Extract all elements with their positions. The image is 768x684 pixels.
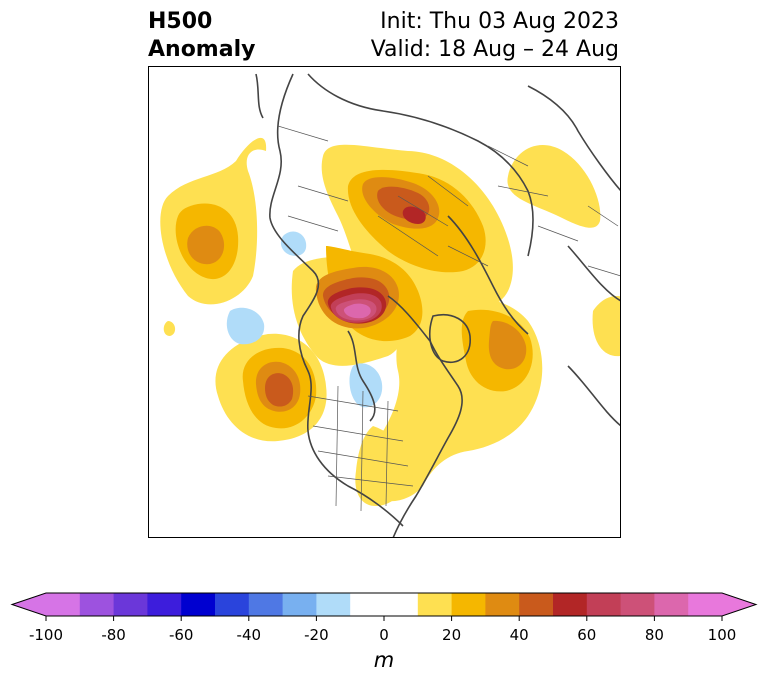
- colorbar: -100 -80 -60 -40 -20 0 20 40 60 80 100 m: [10, 592, 758, 672]
- colorbar-tick-label: 60: [577, 626, 596, 644]
- colorbar-tick-label: -40: [237, 626, 262, 644]
- title-variable: H500: [148, 9, 213, 34]
- coastlines-and-borders: [255, 73, 621, 538]
- map-title: H500 Anomaly: [148, 8, 255, 64]
- colorbar-tick-label: 20: [442, 626, 461, 644]
- colorbar-segments: [10, 592, 758, 617]
- colorbar-segment: [654, 593, 689, 616]
- colorbar-tick-label: -100: [29, 626, 63, 644]
- colorbar-segment: [79, 593, 114, 616]
- colorbar-segment: [384, 593, 419, 616]
- valid-range-label: Valid: 18 Aug – 24 Aug: [370, 37, 619, 62]
- colorbar-segment: [586, 593, 621, 616]
- political-boundaries: [277, 125, 621, 512]
- title-field: Anomaly: [148, 37, 256, 62]
- colorbar-segment: [147, 593, 182, 616]
- colorbar-segment: [451, 593, 486, 616]
- colorbar-segment: [46, 593, 81, 616]
- colorbar-tick-label: 0: [379, 626, 389, 644]
- colorbar-segment: [181, 593, 216, 616]
- colorbar-ticks: -100 -80 -60 -40 -20 0 20 40 60 80 100: [29, 616, 736, 644]
- colorbar-segment: [248, 593, 283, 616]
- colorbar-unit-label: m: [374, 648, 394, 672]
- colorbar-segment: [113, 593, 148, 616]
- negative-anomaly-contours: [226, 231, 383, 408]
- colorbar-tick-label: 100: [708, 626, 737, 644]
- colorbar-tick-label: -80: [101, 626, 126, 644]
- colorbar-segment: [485, 593, 520, 616]
- colorbar-segment: [620, 593, 655, 616]
- colorbar-extend-max: [722, 593, 756, 616]
- colorbar-tick-label: 80: [645, 626, 664, 644]
- colorbar-extend-min: [12, 593, 46, 616]
- map-dates: Init: Thu 03 Aug 2023 Valid: 18 Aug – 24…: [371, 8, 619, 64]
- colorbar-segment: [519, 593, 554, 616]
- colorbar-segment: [417, 593, 452, 616]
- colorbar-segment: [316, 593, 351, 616]
- colorbar-segment: [215, 593, 250, 616]
- colorbar-tick-label: -60: [169, 626, 194, 644]
- anomaly-map: [148, 66, 621, 538]
- colorbar-segment: [282, 593, 317, 616]
- colorbar-tick-label: 40: [510, 626, 529, 644]
- colorbar-segment: [553, 593, 588, 616]
- colorbar-tick-label: -20: [304, 626, 329, 644]
- colorbar-segment: [350, 593, 385, 616]
- init-date-label: Init: Thu 03 Aug 2023: [380, 9, 619, 34]
- colorbar-segment: [688, 593, 723, 616]
- positive-anomaly-contours: [160, 137, 621, 506]
